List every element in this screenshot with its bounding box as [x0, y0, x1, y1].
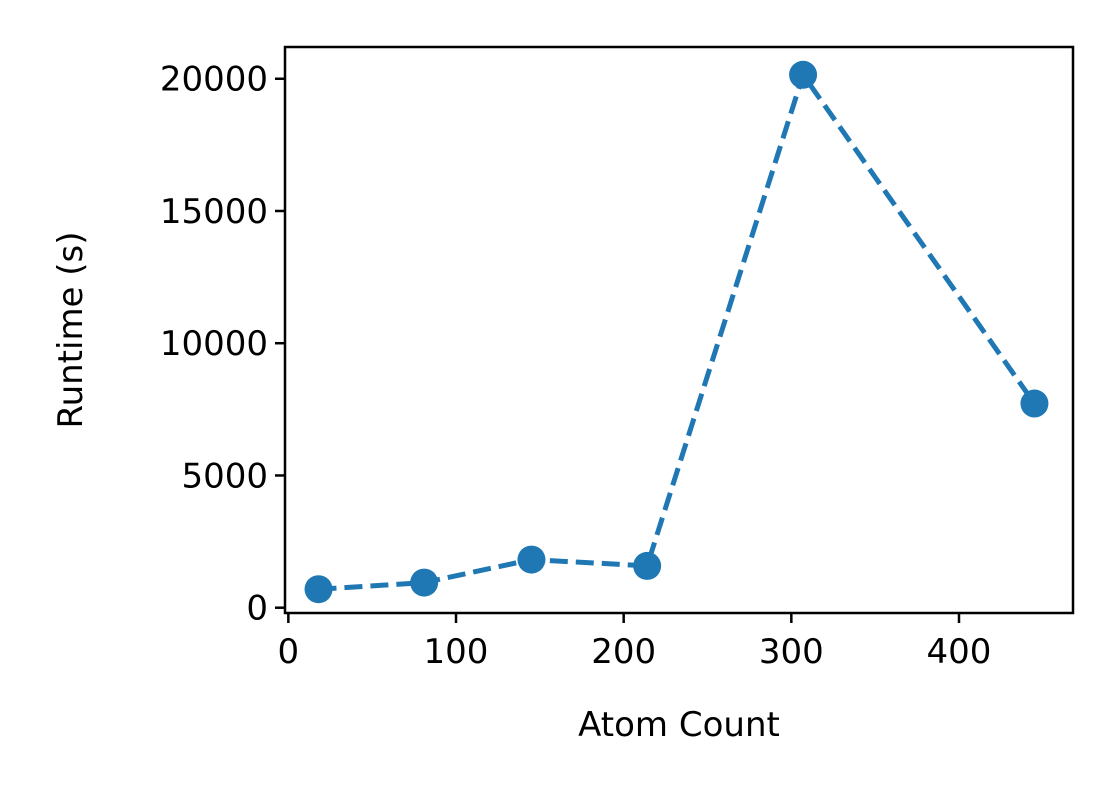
x-axis-label: Atom Count — [578, 705, 780, 745]
y-tick-label: 0 — [246, 589, 268, 629]
y-axis-label: Runtime (s) — [51, 231, 91, 428]
series-layer — [304, 60, 1049, 604]
y-tick-label: 15000 — [160, 192, 268, 232]
series-line — [318, 69, 1037, 592]
data-point — [517, 545, 546, 574]
y-axis: 0 5000 10000 15000 20000 — [160, 60, 285, 629]
x-tick-label: 300 — [759, 632, 824, 672]
plot-frame — [283, 45, 1075, 615]
y-tick-label: 10000 — [160, 324, 268, 364]
data-point — [1020, 389, 1049, 418]
data-point — [410, 568, 439, 597]
x-tick-label: 100 — [424, 632, 489, 672]
y-tick-label: 5000 — [181, 456, 268, 496]
x-axis: 0 100 200 300 400 — [278, 613, 992, 672]
x-tick-label: 0 — [278, 632, 300, 672]
y-tick-label: 20000 — [160, 60, 268, 100]
x-tick-label: 400 — [927, 632, 992, 672]
data-point — [789, 60, 818, 89]
x-tick-label: 200 — [591, 632, 656, 672]
data-point — [304, 575, 333, 604]
data-point — [633, 551, 662, 580]
